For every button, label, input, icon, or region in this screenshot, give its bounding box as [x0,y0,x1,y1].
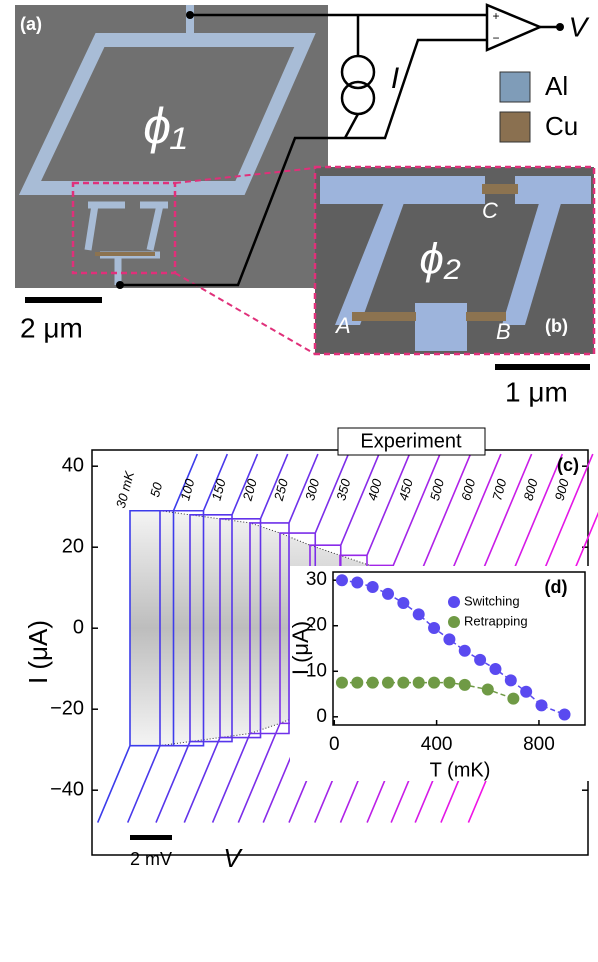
scale-bar [25,297,102,303]
data-point [367,677,379,689]
phi-label: ϕ₂ [419,235,460,284]
x-tick-label: 0 [329,734,340,755]
scale-bar [495,364,590,370]
legend-marker [448,596,460,608]
data-point [443,633,455,645]
junction-label: C [482,198,498,223]
scale-label: 1 μm [505,376,568,407]
data-point [489,663,501,675]
temperature-label: 300 [302,477,322,503]
data-point [413,677,425,689]
legend-label: Switching [464,593,520,608]
node [116,281,124,289]
cu-swatch [500,112,530,142]
data-point [507,693,519,705]
data-point [367,581,379,593]
data-point [459,679,471,691]
temperature-label: 200 [239,477,260,504]
panel-label: (c) [557,455,579,475]
phi-label: ϕ₁ [143,98,187,154]
panel-label: (d) [545,577,568,597]
data-point [397,677,409,689]
voltage-label: V [569,11,590,42]
data-point [520,686,532,698]
junction-label: B [496,319,511,344]
data-point [413,608,425,620]
chart-title: Experiment [360,430,462,452]
temperature-label: 600 [458,477,478,503]
y-tick-label: 30 [306,569,327,590]
legend-label: Retrapping [464,613,528,628]
panel-label: (b) [545,316,568,336]
data-point [428,677,440,689]
data-point [382,677,394,689]
temperature-label: 350 [333,477,353,503]
data-point [559,709,571,721]
data-point [482,683,494,695]
al-swatch [500,72,530,102]
junction-label: A [334,313,351,338]
figure: (a) ϕ₁ V + − I Al Cu C ϕ₂ A B (b) 2 μm 1… [0,0,598,962]
temperature-label: 100 [177,477,197,503]
temperature-label: 500 [427,477,447,503]
data-point [397,597,409,609]
legend-marker [448,616,460,628]
temperature-label: 900 [552,477,572,503]
data-point [351,576,363,588]
current-label: I [391,62,399,95]
scale-bar [130,835,172,840]
minus-label: − [492,31,499,45]
cu-strip [95,252,155,256]
temperature-label: 700 [489,477,509,503]
y-tick-label: 20 [62,535,84,557]
scale-label: 2 μm [20,312,83,343]
data-point [336,677,348,689]
data-point [382,588,394,600]
data-point [536,699,548,711]
y-tick-label: 0 [316,706,327,727]
x-axis-label: V [223,843,243,873]
x-axis-label: T (mK) [430,759,491,781]
x-tick-label: 400 [421,734,453,755]
temperature-label: 800 [521,477,541,503]
data-point [443,677,455,689]
y-tick-label: −40 [50,778,84,800]
data-point [336,574,348,586]
data-point [351,677,363,689]
x-tick-label: 800 [523,734,555,755]
temperature-label: 250 [271,477,292,504]
data-point [505,674,517,686]
lead [186,5,194,41]
temperature-label: 150 [209,477,229,503]
y-axis-label: I (μA) [288,621,313,675]
data-point [428,622,440,634]
panel-label: (a) [20,14,42,34]
temperature-label: 30 mK [113,468,138,509]
data-point [459,645,471,657]
plus-label: + [492,9,499,23]
data-point [474,654,486,666]
temperature-label: 50 [147,480,165,499]
y-axis-label: I (μA) [23,620,53,684]
al-label: Al [545,71,568,101]
node [186,11,194,19]
scale-label: 2 mV [130,849,172,869]
y-tick-label: 0 [73,616,84,638]
y-tick-label: 40 [62,454,84,476]
cu-label: Cu [545,111,578,141]
node [556,23,564,31]
y-tick-label: −20 [50,697,84,719]
